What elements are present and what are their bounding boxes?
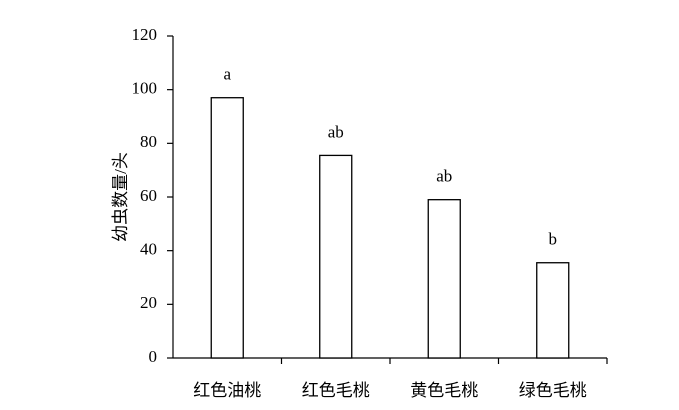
x-tick-label: 红色油桃 (193, 381, 261, 400)
y-tick-label: 20 (140, 293, 157, 312)
significance-letter: b (549, 230, 558, 249)
bar (210, 97, 244, 359)
y-tick-label: 60 (140, 186, 157, 205)
significance-letter: a (223, 65, 231, 84)
significance-letter: ab (328, 122, 344, 141)
y-tick-label: 0 (149, 347, 158, 366)
bar (319, 154, 353, 359)
x-tick-label: 红色毛桃 (302, 381, 370, 400)
bar (427, 199, 461, 359)
y-tick-label: 100 (132, 79, 158, 98)
y-tick-label: 40 (140, 240, 157, 259)
y-axis-label: 幼虫数量/头 (111, 152, 130, 242)
y-tick-label: 120 (132, 25, 158, 44)
bar (536, 262, 570, 359)
x-tick-label: 绿色毛桃 (519, 381, 587, 400)
significance-letter: ab (436, 167, 452, 186)
y-tick-label: 80 (140, 132, 157, 151)
x-tick-label: 黄色毛桃 (410, 381, 478, 400)
